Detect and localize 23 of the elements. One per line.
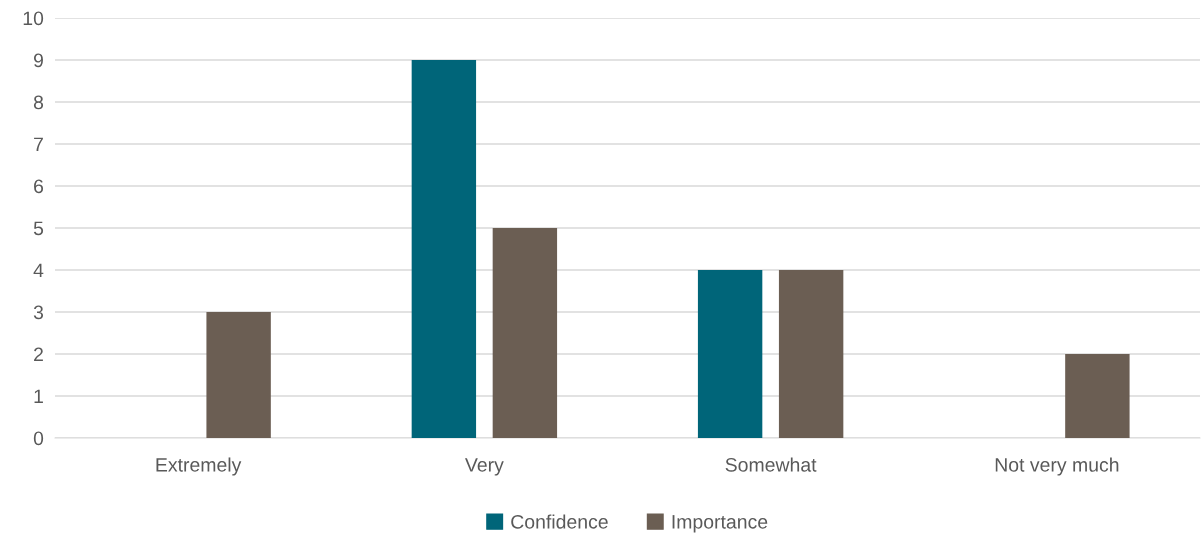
x-tick-label: Not very much	[995, 457, 1119, 476]
y-tick-label: 6	[34, 179, 44, 194]
y-tick-label: 4	[33, 263, 44, 278]
y-tick-label: 5	[33, 221, 44, 236]
y-tick-label: 0	[33, 431, 44, 446]
bar	[1065, 354, 1130, 438]
x-tick-label: Very	[465, 458, 504, 476]
y-tick-label: 1	[34, 389, 43, 404]
bar	[206, 312, 271, 438]
bar	[778, 270, 844, 438]
bar	[411, 60, 477, 438]
y-tick-label: 3	[33, 305, 44, 320]
y-tick-label: 7	[34, 137, 43, 152]
legend-label: Confidence	[511, 514, 608, 529]
x-tick-label: Extremely	[156, 457, 242, 476]
bar	[697, 270, 763, 438]
y-tick-label: 10	[23, 11, 44, 26]
legend-label: Importance	[672, 515, 768, 533]
bar	[492, 228, 558, 438]
y-tick-label: 2	[34, 347, 43, 362]
x-tick-label: Somewhat	[725, 457, 817, 472]
y-tick-label: 8	[33, 95, 44, 110]
y-tick-label: 9	[33, 53, 43, 68]
